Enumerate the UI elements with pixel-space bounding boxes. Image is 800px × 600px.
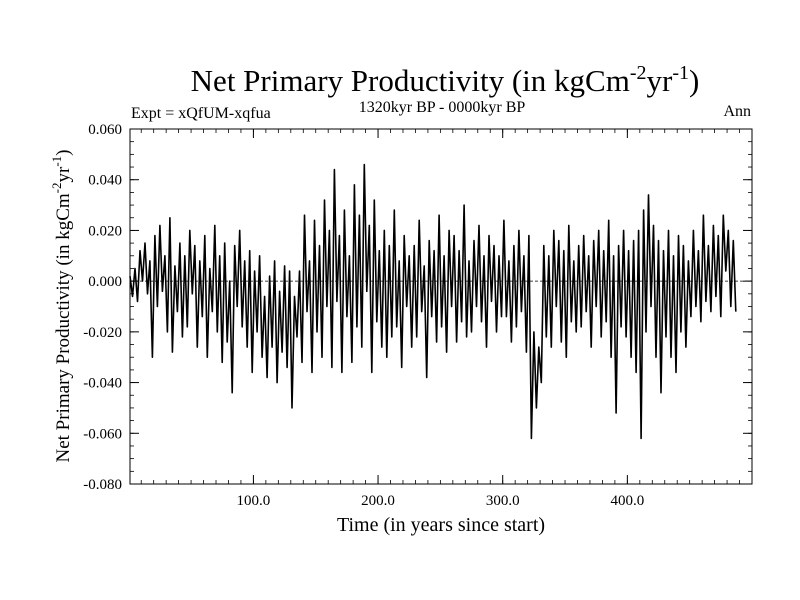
y-tick-label: -0.020 xyxy=(83,325,122,341)
subtitle-period: 1320kyr BP - 0000kyr BP xyxy=(359,99,526,116)
y-tick-label: -0.080 xyxy=(83,477,122,493)
x-axis-ticks: 100.0 200.0 300.0 400.0 xyxy=(237,129,644,509)
series-line xyxy=(129,163,737,440)
y-tick-label: 0.060 xyxy=(88,122,122,138)
x-tick-label: 200.0 xyxy=(361,493,395,509)
y-tick-label: 0.040 xyxy=(88,173,122,189)
y-tick-label: -0.060 xyxy=(83,426,122,442)
chart-title: Net Primary Productivity (in kgCm-2yr-1) xyxy=(191,62,700,98)
y-axis-label: Net Primary Productivity (in kgCm-2yr-1) xyxy=(49,150,74,463)
series-group xyxy=(129,163,737,440)
y-axis-ticks: 0.060 0.040 0.020 0.000 -0.020 -0.040 -0.060 -0… xyxy=(83,122,752,493)
y-tick-label: 0.000 xyxy=(88,274,122,290)
y-tick-label: -0.040 xyxy=(83,376,122,392)
x-axis-label: Time (in years since start) xyxy=(337,514,545,536)
x-tick-label: 300.0 xyxy=(486,493,520,509)
y-tick-label: 0.020 xyxy=(88,223,122,239)
x-tick-label: 100.0 xyxy=(237,493,271,509)
subtitle-experiment: Expt = xQfUM-xqfua xyxy=(131,105,271,122)
x-tick-label: 400.0 xyxy=(610,493,644,509)
subtitle-season: Ann xyxy=(723,103,751,120)
